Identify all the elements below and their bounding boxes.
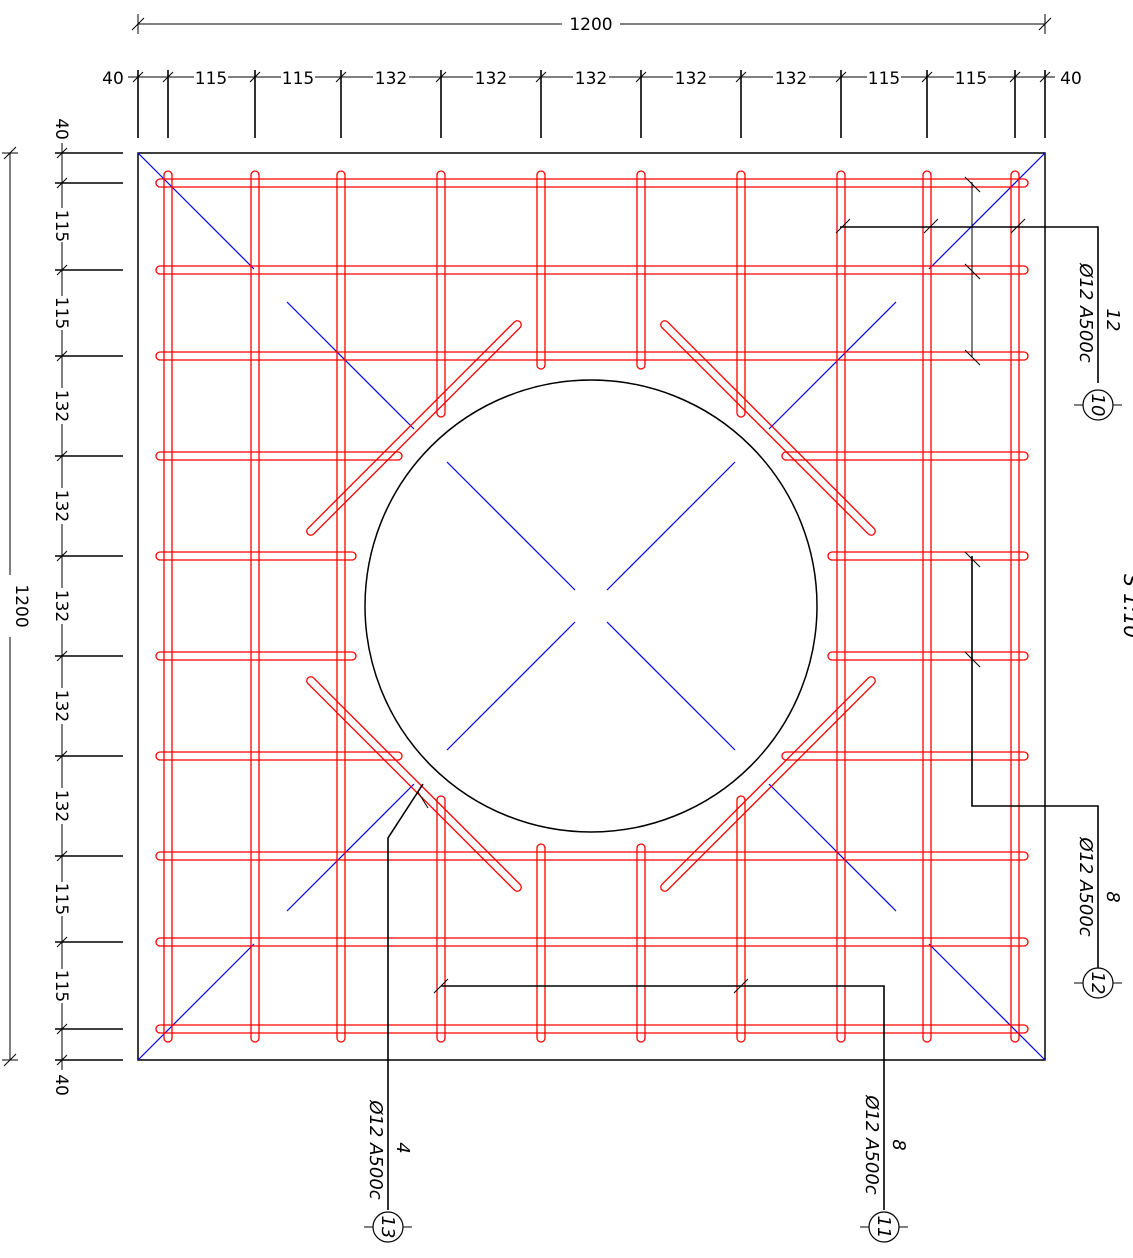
left-dimension-labels: 40 115 115 132 132 132 132 132 115 115 4…: [51, 118, 71, 1096]
left-seg-4: 132: [51, 390, 71, 422]
callout-11-spec: Ø12 A500c: [861, 1094, 882, 1194]
callout-11-count: 8: [888, 1139, 909, 1150]
left-seg-10: 115: [51, 970, 71, 1002]
callout-12-id: 12: [1087, 972, 1108, 995]
top-seg-1: 40: [102, 69, 124, 89]
top-seg-3: 115: [282, 69, 314, 89]
scale-label: S 1:10: [1119, 574, 1133, 638]
top-dimension-ticks: [137, 70, 1046, 138]
callout-13-spec: Ø12 A500c: [365, 1099, 386, 1199]
callout-13-count: 4: [392, 1142, 413, 1153]
top-seg-9: 115: [868, 69, 900, 89]
callout-13-id: 13: [377, 1216, 398, 1239]
callout-11: 11 8 Ø12 A500c: [860, 1094, 909, 1243]
left-seg-11: 40: [51, 1074, 71, 1096]
top-overall-label: 1200: [569, 15, 612, 35]
leader-lines: [387, 182, 1099, 1210]
callout-10-count: 12: [1102, 309, 1123, 332]
callout-10: 10 12 Ø12 A500c: [1074, 262, 1123, 421]
top-dimension-overall: [131, 14, 1052, 34]
left-dimension-overall: [2, 146, 18, 1067]
callout-12-spec: Ø12 A500c: [1075, 836, 1096, 936]
left-seg-5: 132: [51, 490, 71, 522]
left-seg-6: 132: [51, 590, 71, 622]
top-seg-10: 115: [955, 69, 987, 89]
top-dimension-labels: 40 115 115 132 132 132 132 132 115 115 4…: [102, 69, 1082, 89]
left-overall-label: 1200: [11, 584, 31, 627]
callout-12: 12 8 Ø12 A500c: [1074, 836, 1123, 999]
left-seg-3: 115: [51, 297, 71, 329]
top-seg-6: 132: [575, 69, 607, 89]
rebar-horizontal-short: [155, 451, 1029, 761]
rebar-vertical-short: [436, 170, 746, 1043]
left-dimension-slashes: [56, 147, 68, 1066]
slab-outline: [137, 152, 1046, 1061]
left-seg-8: 132: [51, 790, 71, 822]
callout-12-count: 8: [1102, 891, 1123, 902]
left-seg-2: 115: [51, 210, 71, 242]
top-seg-5: 132: [475, 69, 507, 89]
left-seg-9: 115: [51, 883, 71, 915]
diagonal-lines: [137, 152, 1046, 1061]
top-dimension-slashes: [132, 71, 1051, 83]
opening-circle: [364, 379, 818, 833]
top-seg-2: 115: [195, 69, 227, 89]
left-seg-7: 132: [51, 690, 71, 722]
rebar-horizontal-full: [155, 178, 1029, 1034]
top-seg-8: 132: [775, 69, 807, 89]
top-seg-11: 40: [1060, 69, 1082, 89]
rebar-vertical-full: [163, 170, 1020, 1043]
callout-10-spec: Ø12 A500c: [1075, 262, 1096, 362]
left-dimension-ticks: [55, 152, 123, 1061]
top-seg-4: 132: [375, 69, 407, 89]
leader-ticks: [417, 176, 1026, 994]
callout-11-id: 11: [873, 1216, 894, 1239]
callout-10-id: 10: [1087, 394, 1108, 417]
callout-13: 13 4 Ø12 A500c: [364, 1099, 413, 1243]
left-seg-1: 40: [51, 118, 71, 140]
top-seg-7: 132: [675, 69, 707, 89]
